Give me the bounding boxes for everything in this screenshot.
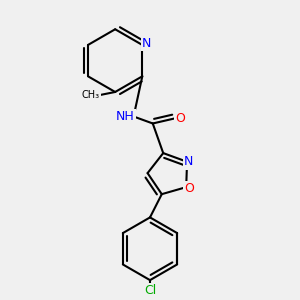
Text: O: O	[185, 182, 195, 195]
Text: Cl: Cl	[144, 284, 156, 297]
Text: NH: NH	[116, 110, 134, 123]
Text: O: O	[176, 112, 186, 125]
Text: N: N	[142, 37, 151, 50]
Text: N: N	[184, 155, 194, 168]
Text: CH₃: CH₃	[82, 91, 100, 100]
